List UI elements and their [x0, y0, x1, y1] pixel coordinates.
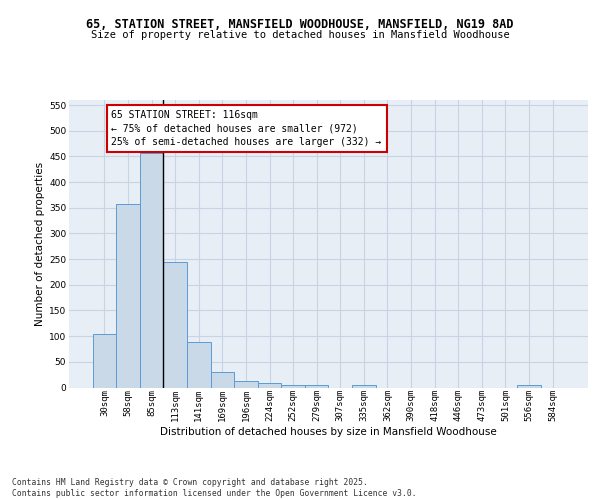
Bar [116, 204, 140, 388]
Bar [140, 153, 163, 388]
Y-axis label: Number of detached properties: Number of detached properties [35, 162, 45, 326]
Bar [281, 385, 305, 388]
Bar [234, 382, 258, 388]
Bar [187, 342, 211, 388]
Text: 65, STATION STREET, MANSFIELD WOODHOUSE, MANSFIELD, NG19 8AD: 65, STATION STREET, MANSFIELD WOODHOUSE,… [86, 18, 514, 30]
Bar [352, 385, 376, 388]
Bar [258, 384, 281, 388]
Text: 65 STATION STREET: 116sqm
← 75% of detached houses are smaller (972)
25% of semi: 65 STATION STREET: 116sqm ← 75% of detac… [112, 110, 382, 146]
Text: Contains HM Land Registry data © Crown copyright and database right 2025.
Contai: Contains HM Land Registry data © Crown c… [12, 478, 416, 498]
Bar [211, 372, 234, 388]
Text: Size of property relative to detached houses in Mansfield Woodhouse: Size of property relative to detached ho… [91, 30, 509, 40]
X-axis label: Distribution of detached houses by size in Mansfield Woodhouse: Distribution of detached houses by size … [160, 426, 497, 436]
Bar [305, 385, 329, 388]
Bar [163, 262, 187, 388]
Bar [517, 385, 541, 388]
Bar [92, 334, 116, 388]
